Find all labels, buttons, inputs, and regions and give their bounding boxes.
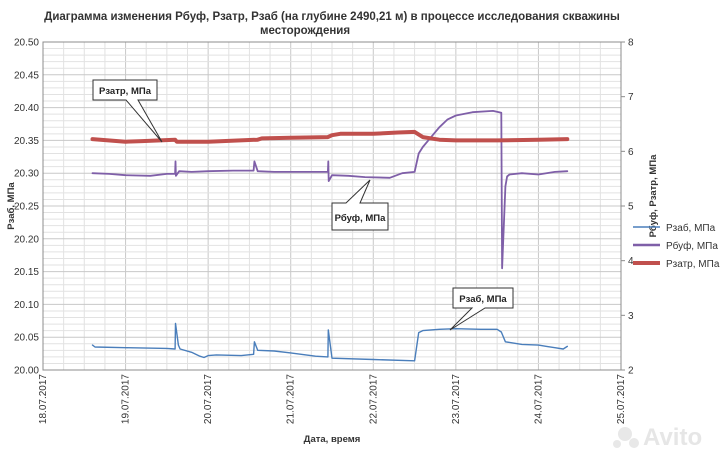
- y-left-tick-label: 20.40: [14, 103, 39, 114]
- chart-title-line-1: Диаграмма изменения Рбуф, Рзатр, Рзаб (н…: [44, 11, 620, 23]
- y-left-tick-label: 20.15: [14, 267, 39, 278]
- y-left-tick-label: 20.50: [14, 38, 39, 49]
- x-tick-label: 25.07.2017: [616, 374, 627, 424]
- y-left-tick-label: 20.30: [14, 169, 39, 180]
- callout-rzab: Рзаб, МПа: [449, 287, 514, 331]
- legend-label-rzatr: Рзатр, МПа: [666, 259, 720, 270]
- y-left-tick-label: 20.00: [14, 366, 39, 377]
- y-left-tick-label: 20.45: [14, 70, 39, 81]
- y-right-tick-label: 8: [628, 38, 634, 49]
- x-tick-label: 23.07.2017: [451, 374, 462, 424]
- series-layer: [90, 110, 570, 362]
- callout-rzab-text: Рзаб, МПа: [459, 294, 507, 305]
- chart-title-line-2: месторождения: [260, 25, 350, 37]
- legend: Рзаб, МПа Рбуф, МПа Рзатр, МПа: [633, 222, 720, 270]
- y-right-tick-label: 6: [628, 147, 634, 158]
- callout-rzatr-text: Рзатр, МПа: [99, 86, 152, 97]
- watermark-dot-icon: [618, 427, 632, 441]
- y-left-tick-label: 20.35: [14, 136, 39, 147]
- series-line-rzab: [91, 322, 568, 362]
- y-left-tick-label: 20.05: [14, 333, 39, 344]
- avito-watermark: Avito: [613, 424, 702, 451]
- x-tick-label: 22.07.2017: [368, 374, 379, 424]
- callout-rbuf-text: Рбуф, МПа: [335, 213, 387, 224]
- x-axis-label: Дата, время: [304, 434, 361, 445]
- y-left-tick-label: 20.10: [14, 300, 39, 311]
- series-line-rzatr: [90, 129, 570, 144]
- y-left-tick-label: 20.20: [14, 234, 39, 245]
- y-right-tick-label: 2: [628, 366, 634, 377]
- y-left-tick-label: 20.25: [14, 202, 39, 213]
- legend-label-rbuf: Рбуф, МПа: [666, 240, 718, 252]
- y-right-tick-label: 3: [628, 311, 634, 322]
- x-tick-label: 24.07.2017: [533, 374, 544, 424]
- x-tick-label: 20.07.2017: [203, 374, 214, 424]
- y-axis-left-label: Рзаб, МПа: [6, 182, 17, 230]
- watermark-dot-icon: [613, 440, 621, 448]
- series-line-rbuf: [91, 110, 569, 270]
- x-tick-label: 21.07.2017: [286, 374, 297, 424]
- y-right-tick-label: 7: [628, 92, 634, 103]
- grid-lines: [43, 42, 621, 370]
- legend-label-rzab: Рзаб, МПа: [666, 222, 716, 234]
- y-right-tick-label: 4: [628, 256, 634, 267]
- watermark-dot-icon: [629, 438, 639, 448]
- y-axis-right-label: Рбуф, Рзатр, МПа: [648, 154, 659, 238]
- left-axis-ticks: 20.00 20.05 20.10 20.15 20.20 20.25 20.30 20.35…: [14, 38, 39, 377]
- callout-rzatr: Рзатр, МПа: [92, 79, 163, 143]
- watermark-text: Avito: [643, 424, 702, 451]
- right-axis-ticks: 2 3 4 5 6 7 8: [621, 38, 634, 377]
- callout-rbuf: Рбуф, МПа: [331, 179, 389, 231]
- x-tick-label: 19.07.2017: [121, 374, 132, 424]
- x-axis-ticks: 18.07.2017 19.07.2017 20.07.2017 21.07.2017…: [38, 374, 627, 424]
- y-right-tick-label: 5: [628, 202, 634, 213]
- x-tick-label: 18.07.2017: [38, 374, 49, 424]
